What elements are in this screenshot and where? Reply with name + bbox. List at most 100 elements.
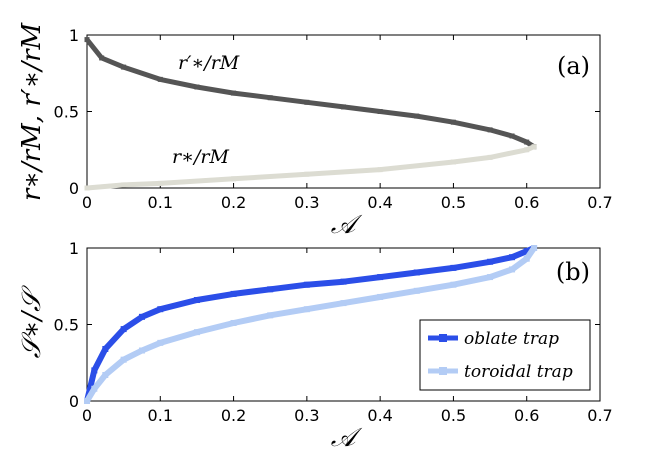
series-line-toroidal-trap [84, 246, 537, 403]
data-point [193, 329, 200, 336]
data-point [531, 144, 537, 150]
data-point [509, 266, 516, 273]
data-point [524, 147, 530, 153]
data-point [267, 95, 273, 101]
data-point [487, 154, 493, 160]
data-point [450, 281, 457, 288]
data-point [509, 133, 515, 139]
data-point [303, 306, 310, 313]
data-point [531, 245, 538, 251]
data-point [121, 64, 127, 70]
y-tick-label: 0 [69, 392, 79, 411]
data-point [450, 264, 457, 271]
data-point [377, 109, 383, 114]
data-point [120, 356, 127, 363]
legend-marker-toroidal [439, 367, 447, 375]
y-tick-label: 0.5 [54, 103, 79, 122]
x-tick-label: 0.1 [148, 193, 173, 212]
data-point [414, 113, 420, 119]
y-tick-label: 1 [69, 26, 79, 45]
data-point [377, 167, 383, 173]
data-point [413, 269, 420, 276]
data-point [267, 286, 274, 293]
panel-b-series [84, 245, 538, 404]
y-tick-label: 0.5 [54, 316, 79, 335]
x-tick-label: 0.4 [367, 193, 392, 212]
data-point [487, 258, 494, 265]
data-point [84, 398, 90, 404]
data-point [91, 385, 98, 392]
panel-a-x-ticks: 0 0.1 0.2 0.3 0.4 0.5 0.6 0.7 [82, 35, 613, 212]
legend-marker-oblate [439, 334, 447, 342]
data-point [157, 339, 164, 346]
data-point [231, 176, 237, 182]
panel-b-legend: oblate trap toroidal trap [419, 319, 591, 391]
data-point [523, 255, 530, 262]
x-tick-label: 0.1 [148, 406, 173, 425]
data-point [194, 84, 200, 90]
x-tick-label: 0.6 [514, 193, 539, 212]
data-point [230, 319, 237, 326]
data-point [157, 180, 163, 186]
data-point [138, 313, 145, 320]
legend-label-oblate: oblate trap [464, 329, 559, 349]
data-point [138, 347, 145, 354]
annotation-r: r∗/rM [172, 146, 229, 168]
y-tick-label: 1 [69, 239, 79, 258]
annotation-r-prime: r′∗/rM [178, 52, 240, 74]
data-point [450, 119, 456, 125]
x-tick-label: 0 [82, 406, 92, 425]
data-point [304, 99, 310, 105]
panel-a-x-label: 𝒜 [331, 210, 363, 240]
x-tick-label: 0.2 [221, 406, 246, 425]
x-tick-label: 0.6 [514, 406, 539, 425]
panel-a-y-label: r∗/rM, r′∗/rM [17, 22, 47, 202]
panel-b: 0 0.1 0.2 0.3 0.4 0.5 0.6 0.7 00.51 (b) oblate … [17, 239, 613, 451]
panel-b-y-label: 𝒮∗/𝒮 [17, 285, 47, 359]
x-tick-label: 0.7 [587, 193, 612, 212]
legend-label-toroidal: toroidal trap [464, 362, 573, 382]
data-point [193, 297, 200, 304]
panel-b-x-label: 𝒜 [331, 423, 363, 451]
data-point [524, 139, 530, 145]
data-point [157, 306, 164, 313]
panel-b-tag: (b) [556, 258, 590, 286]
data-point [509, 254, 516, 261]
data-point [303, 281, 310, 288]
data-point [121, 182, 127, 188]
y-tick-label: 0 [69, 179, 79, 198]
data-point [267, 312, 274, 319]
data-point [450, 159, 456, 165]
data-point [340, 278, 347, 285]
data-point [120, 326, 127, 333]
x-tick-label: 0.5 [441, 193, 466, 212]
data-point [157, 76, 163, 82]
data-point [230, 290, 237, 297]
data-point [84, 37, 90, 43]
data-point [102, 371, 109, 378]
x-tick-label: 0 [82, 193, 92, 212]
panel-a-frame [86, 34, 601, 189]
data-point [102, 345, 109, 352]
data-point [91, 367, 98, 374]
panel-a-series [84, 37, 537, 191]
data-point [413, 287, 420, 294]
data-point [304, 171, 310, 177]
panel-b-x-ticks: 0 0.1 0.2 0.3 0.4 0.5 0.6 0.7 [82, 248, 613, 425]
x-tick-label: 0.7 [587, 406, 612, 425]
series-line-oblate-trap [84, 245, 536, 402]
data-point [84, 185, 90, 191]
data-point [487, 127, 493, 133]
data-point [377, 293, 384, 300]
x-tick-label: 0.2 [221, 193, 246, 212]
data-point [377, 274, 384, 281]
data-point [487, 274, 494, 281]
legend-box [419, 319, 591, 391]
data-point [231, 90, 237, 96]
x-tick-label: 0.3 [294, 193, 319, 212]
data-point [340, 300, 347, 307]
panel-a-tag: (a) [557, 52, 590, 80]
panel-b-y-ticks: 00.51 [54, 239, 600, 411]
data-point [523, 248, 530, 255]
